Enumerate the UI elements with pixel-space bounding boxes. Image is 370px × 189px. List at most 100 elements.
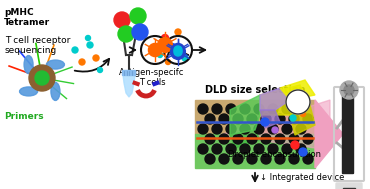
Text: Antigen-specifc
T cells: Antigen-specifc T cells bbox=[119, 68, 185, 87]
Circle shape bbox=[219, 134, 229, 144]
Circle shape bbox=[291, 141, 299, 149]
Circle shape bbox=[233, 134, 243, 144]
Circle shape bbox=[286, 90, 310, 114]
Circle shape bbox=[205, 114, 215, 124]
Circle shape bbox=[118, 26, 134, 42]
Circle shape bbox=[247, 134, 257, 144]
Circle shape bbox=[165, 60, 171, 64]
Circle shape bbox=[148, 43, 162, 57]
Polygon shape bbox=[195, 134, 315, 168]
Polygon shape bbox=[315, 100, 343, 168]
Polygon shape bbox=[220, 100, 330, 150]
Text: T cell receptor
sequencing: T cell receptor sequencing bbox=[5, 36, 70, 55]
Circle shape bbox=[85, 36, 91, 40]
Circle shape bbox=[226, 144, 236, 154]
Circle shape bbox=[296, 144, 306, 154]
Circle shape bbox=[35, 71, 49, 85]
Circle shape bbox=[261, 154, 271, 164]
Ellipse shape bbox=[47, 60, 64, 69]
Circle shape bbox=[261, 114, 271, 124]
Circle shape bbox=[130, 8, 146, 24]
Circle shape bbox=[29, 65, 55, 91]
FancyBboxPatch shape bbox=[343, 188, 355, 189]
Circle shape bbox=[282, 104, 292, 114]
Circle shape bbox=[254, 144, 264, 154]
Circle shape bbox=[282, 124, 292, 134]
Circle shape bbox=[344, 85, 354, 95]
Circle shape bbox=[158, 53, 162, 57]
Circle shape bbox=[205, 154, 215, 164]
Circle shape bbox=[98, 67, 102, 73]
Polygon shape bbox=[260, 85, 310, 115]
Circle shape bbox=[72, 47, 78, 53]
Circle shape bbox=[296, 104, 306, 114]
Circle shape bbox=[132, 24, 148, 40]
Circle shape bbox=[158, 38, 172, 52]
Circle shape bbox=[289, 134, 299, 144]
Polygon shape bbox=[260, 88, 290, 110]
Circle shape bbox=[268, 144, 278, 154]
Polygon shape bbox=[280, 80, 315, 100]
FancyBboxPatch shape bbox=[343, 92, 353, 174]
Circle shape bbox=[182, 55, 188, 61]
Circle shape bbox=[226, 124, 236, 134]
Circle shape bbox=[247, 154, 257, 164]
Circle shape bbox=[254, 104, 264, 114]
Circle shape bbox=[300, 112, 306, 116]
Circle shape bbox=[198, 144, 208, 154]
Ellipse shape bbox=[24, 56, 33, 74]
Text: pMHC
Tetramer: pMHC Tetramer bbox=[4, 8, 50, 27]
Circle shape bbox=[303, 134, 313, 144]
Polygon shape bbox=[290, 105, 315, 135]
Circle shape bbox=[212, 104, 222, 114]
Circle shape bbox=[261, 134, 271, 144]
Circle shape bbox=[171, 45, 185, 59]
Circle shape bbox=[198, 124, 208, 134]
Circle shape bbox=[240, 144, 250, 154]
Circle shape bbox=[303, 154, 313, 164]
Circle shape bbox=[219, 154, 229, 164]
Circle shape bbox=[296, 124, 306, 134]
Ellipse shape bbox=[20, 87, 38, 96]
Circle shape bbox=[290, 115, 296, 121]
Circle shape bbox=[340, 81, 358, 99]
Circle shape bbox=[161, 35, 168, 42]
Circle shape bbox=[233, 114, 243, 124]
Polygon shape bbox=[230, 95, 260, 135]
Circle shape bbox=[240, 124, 250, 134]
Circle shape bbox=[212, 124, 222, 134]
Circle shape bbox=[275, 114, 285, 124]
Circle shape bbox=[268, 104, 278, 114]
Ellipse shape bbox=[51, 82, 60, 100]
Circle shape bbox=[205, 134, 215, 144]
Circle shape bbox=[212, 144, 222, 154]
Circle shape bbox=[219, 114, 229, 124]
Polygon shape bbox=[195, 100, 315, 134]
Polygon shape bbox=[260, 110, 280, 128]
Circle shape bbox=[168, 43, 176, 53]
Text: Primers: Primers bbox=[4, 112, 44, 121]
Circle shape bbox=[289, 114, 299, 124]
Circle shape bbox=[87, 42, 93, 48]
Circle shape bbox=[303, 114, 313, 124]
Circle shape bbox=[268, 124, 278, 134]
Circle shape bbox=[275, 154, 285, 164]
FancyBboxPatch shape bbox=[336, 183, 362, 189]
Text: DLD size selection: DLD size selection bbox=[205, 85, 305, 95]
Circle shape bbox=[174, 48, 182, 56]
Circle shape bbox=[79, 59, 85, 65]
Circle shape bbox=[114, 12, 130, 28]
Polygon shape bbox=[230, 130, 260, 148]
Circle shape bbox=[272, 127, 278, 133]
Circle shape bbox=[289, 154, 299, 164]
FancyBboxPatch shape bbox=[122, 70, 135, 75]
Circle shape bbox=[282, 144, 292, 154]
Circle shape bbox=[299, 148, 307, 156]
Circle shape bbox=[233, 154, 243, 164]
Circle shape bbox=[174, 46, 182, 54]
Circle shape bbox=[240, 104, 250, 114]
Text: ↓ Integrated device: ↓ Integrated device bbox=[260, 173, 344, 182]
Circle shape bbox=[93, 55, 99, 61]
Polygon shape bbox=[123, 75, 135, 97]
Circle shape bbox=[175, 29, 181, 35]
